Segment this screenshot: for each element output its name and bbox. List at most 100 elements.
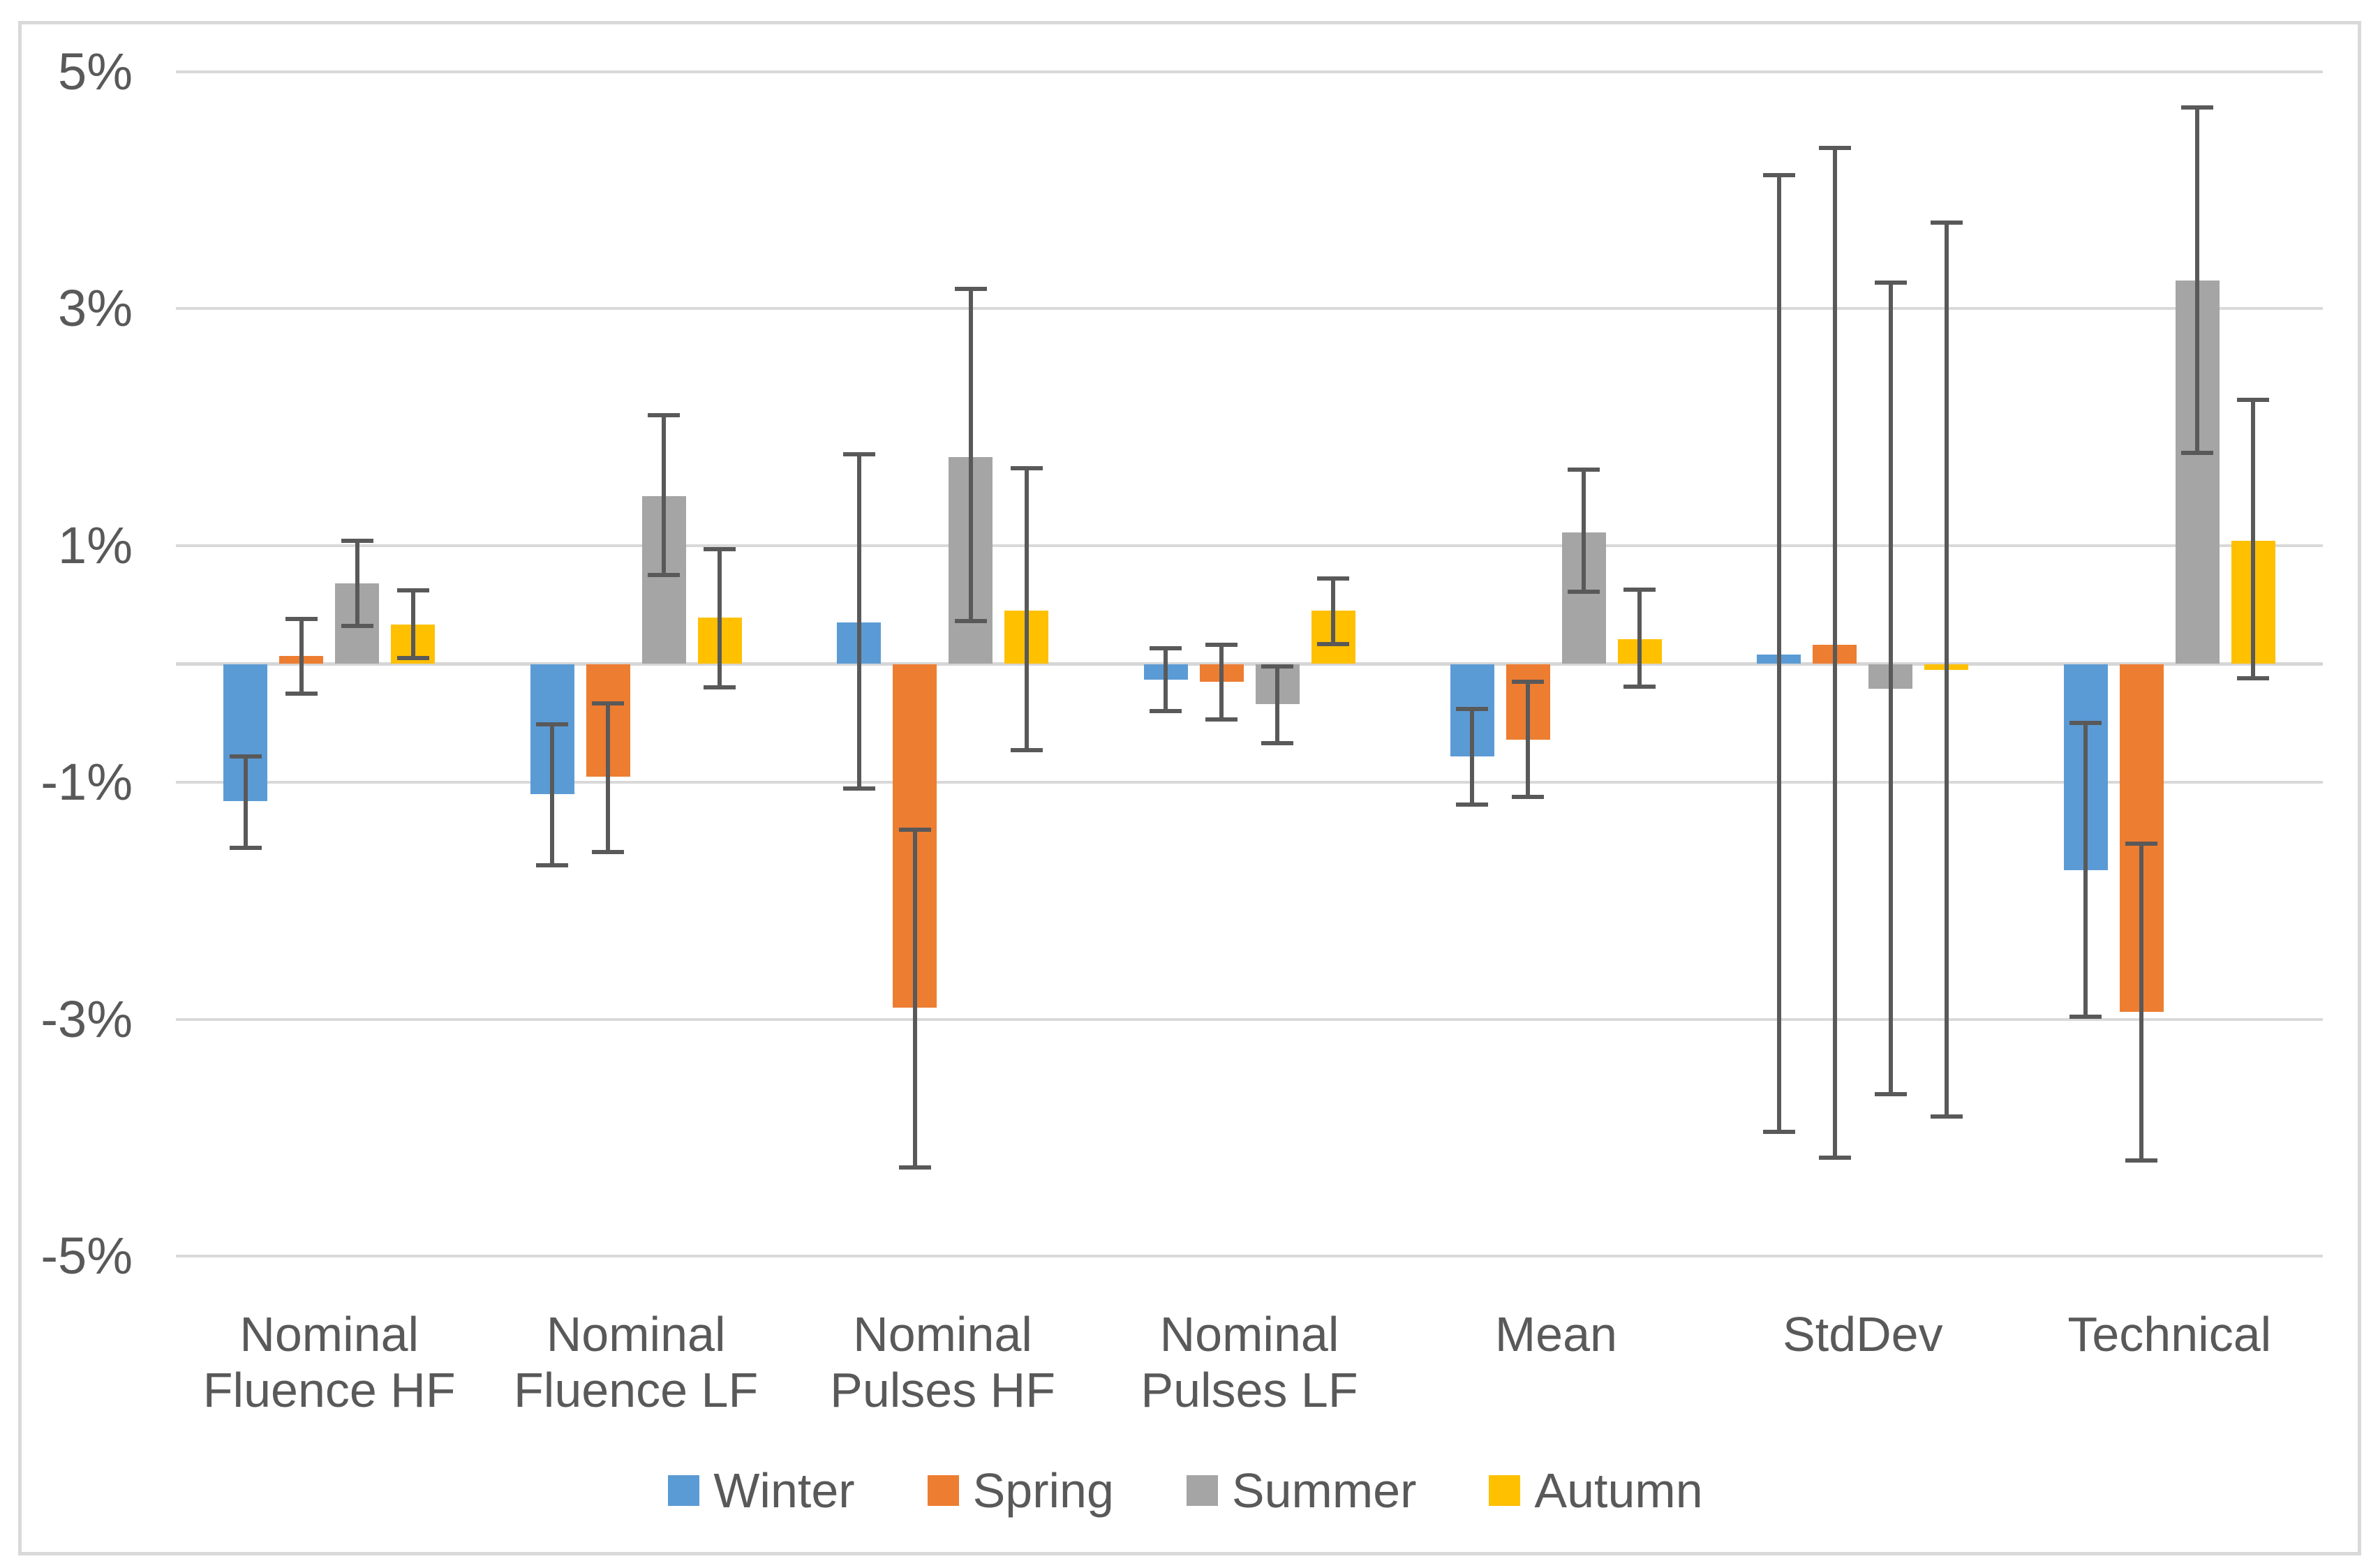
error-bar-cap	[229, 754, 262, 759]
error-bar-cap	[1261, 741, 1293, 746]
error-bar	[1637, 589, 1642, 687]
y-tick-label: 1%	[58, 516, 133, 574]
error-bar-cap	[954, 286, 987, 291]
legend: Winter Spring Summer Autumn	[0, 1458, 2371, 1523]
category-label-line: Fluence LF	[514, 1363, 759, 1417]
error-bar-cap	[1930, 220, 1963, 225]
error-bar	[2139, 844, 2144, 1160]
error-bar	[410, 590, 415, 658]
category-label: Nominal Pulses HF	[761, 1306, 1124, 1418]
error-bar-cap	[1818, 145, 1851, 150]
error-bar	[1776, 174, 1781, 1132]
error-bar-cap	[1623, 587, 1656, 592]
error-bar-cap	[1762, 1129, 1795, 1134]
legend-swatch-icon	[927, 1475, 959, 1506]
error-bar	[2195, 107, 2200, 454]
error-bar	[1526, 681, 1531, 797]
error-bar-cap	[1818, 1156, 1851, 1160]
error-bar-cap	[1456, 802, 1489, 807]
legend-item-autumn[interactable]: Autumn	[1489, 1463, 1703, 1518]
error-bar	[1944, 222, 1949, 1117]
error-bar	[2083, 723, 2088, 1017]
category-label-line: Nominal	[546, 1307, 726, 1361]
error-bar-cap	[1568, 468, 1600, 472]
category-label: Mean	[1374, 1306, 1737, 1362]
error-bar-cap	[1456, 706, 1489, 711]
legend-swatch-icon	[1186, 1475, 1218, 1506]
error-bar-cap	[229, 845, 262, 850]
legend-swatch-icon	[1489, 1475, 1521, 1506]
error-bar-cap	[704, 685, 736, 690]
y-tick-label: -5%	[40, 1227, 133, 1285]
category-label: Nominal Pulses LF	[1068, 1306, 1431, 1418]
legend-label: Autumn	[1534, 1463, 1703, 1518]
error-bar-cap	[2069, 1015, 2102, 1020]
error-bar-cap	[1762, 172, 1795, 177]
category-label-line: Fluence HF	[202, 1363, 456, 1417]
legend-label: Spring	[972, 1463, 1114, 1518]
gridline	[176, 544, 2323, 547]
error-bar-cap	[341, 624, 373, 629]
error-bar-cap	[648, 413, 681, 418]
gridline	[176, 1255, 2323, 1257]
error-bar-cap	[396, 588, 429, 593]
gridline	[176, 70, 2323, 73]
error-bar-cap	[2069, 721, 2102, 726]
error-bar-cap	[1874, 1091, 1907, 1096]
legend-label: Summer	[1231, 1463, 1417, 1518]
error-bar	[912, 830, 917, 1167]
error-bar	[606, 703, 611, 853]
error-bar-cap	[1150, 646, 1182, 651]
y-tick-label: 5%	[58, 43, 133, 100]
error-bar-cap	[1623, 684, 1656, 689]
error-bar	[662, 415, 667, 576]
category-label: Nominal Fluence HF	[148, 1306, 511, 1418]
error-bar	[1888, 283, 1893, 1094]
error-bar-cap	[285, 617, 318, 621]
category-label: Nominal Fluence LF	[454, 1306, 817, 1418]
error-bar-cap	[341, 539, 373, 543]
category-label-line: Mean	[1494, 1307, 1617, 1361]
y-tick-label: -1%	[40, 753, 133, 812]
error-bar	[2251, 400, 2256, 678]
legend-item-summer[interactable]: Summer	[1186, 1463, 1417, 1518]
error-bar-cap	[1512, 794, 1545, 799]
category-label-line: Nominal	[853, 1307, 1032, 1361]
legend-swatch-icon	[668, 1475, 700, 1506]
error-bar-cap	[1874, 281, 1907, 285]
error-bar-cap	[2237, 398, 2270, 403]
category-label-line: Nominal	[1159, 1307, 1339, 1361]
legend-label: Winter	[713, 1463, 855, 1518]
gridline	[176, 781, 2323, 784]
gridline	[176, 307, 2323, 311]
category-label: Technical	[1988, 1306, 2351, 1362]
error-bar-cap	[536, 722, 569, 727]
error-bar-cap	[536, 863, 569, 867]
error-bar-cap	[842, 786, 875, 791]
error-bar-cap	[2181, 105, 2214, 110]
category-label-line: Pulses LF	[1140, 1363, 1358, 1417]
category-label-line: Pulses HF	[830, 1363, 1055, 1417]
gridline	[176, 1017, 2323, 1021]
error-bar-cap	[1010, 748, 1043, 753]
error-bar	[1470, 708, 1475, 805]
error-bar-cap	[2125, 1158, 2158, 1163]
error-bar-cap	[2181, 451, 2214, 456]
error-bar-cap	[2125, 842, 2158, 846]
error-bar	[1024, 468, 1029, 751]
error-bar-cap	[2237, 675, 2270, 680]
error-bar-cap	[592, 850, 625, 855]
error-bar-cap	[1261, 664, 1293, 669]
error-bar	[550, 724, 555, 865]
legend-item-spring[interactable]: Spring	[927, 1463, 1114, 1518]
error-bar	[1832, 147, 1837, 1158]
error-bar	[1582, 470, 1586, 592]
error-bar-cap	[954, 619, 987, 624]
category-label-line: Nominal	[239, 1307, 419, 1361]
category-label: StdDev	[1681, 1306, 2044, 1362]
error-bar-cap	[1150, 709, 1182, 714]
category-label-line: StdDev	[1783, 1307, 1943, 1361]
error-bar-cap	[1930, 1114, 1963, 1119]
legend-item-winter[interactable]: Winter	[668, 1463, 855, 1518]
